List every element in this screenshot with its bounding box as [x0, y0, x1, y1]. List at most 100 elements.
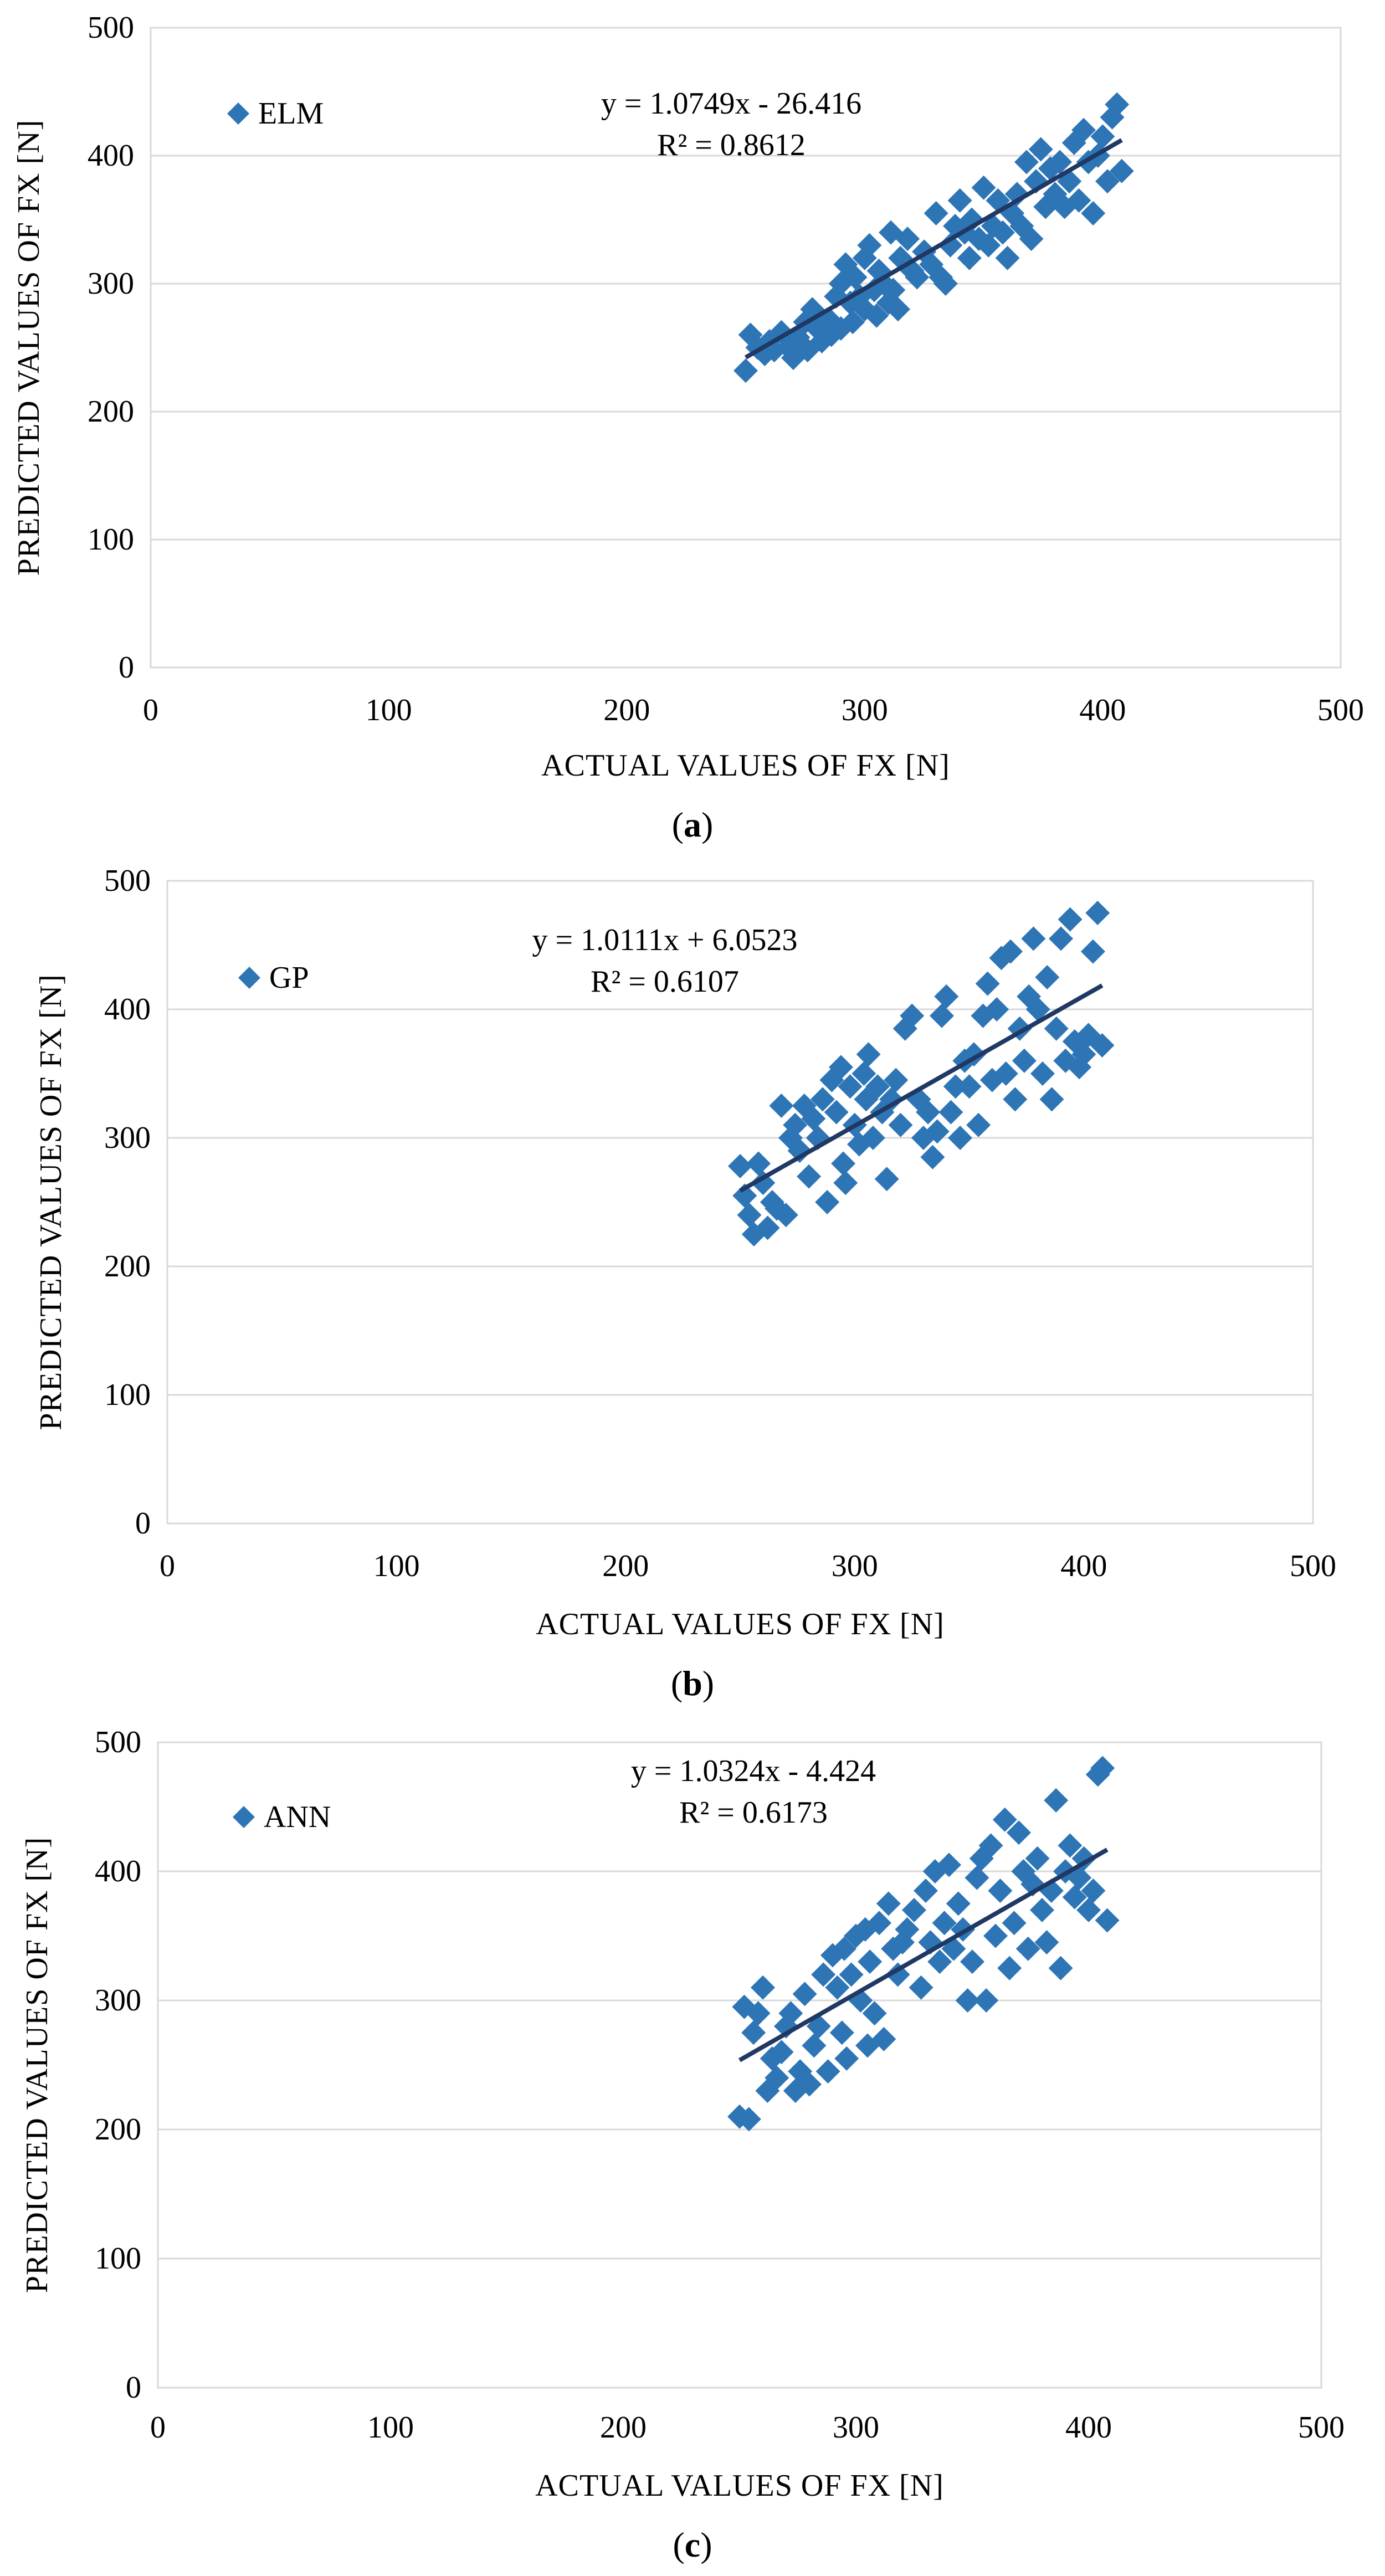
data-point: [834, 2046, 859, 2071]
data-point: [833, 1171, 858, 1195]
x-tick-label: 200: [600, 2410, 647, 2445]
x-tick-label: 400: [1060, 1549, 1107, 1583]
data-point: [1019, 227, 1044, 252]
data-point: [1085, 901, 1110, 925]
y-tick-label: 100: [88, 522, 134, 557]
data-point: [1020, 1872, 1045, 1897]
data-point: [932, 1911, 957, 1936]
trendline: [739, 983, 1104, 1193]
data-point: [969, 1846, 994, 1871]
data-point: [815, 1190, 840, 1214]
y-tick-label: 100: [104, 1378, 151, 1412]
data-point: [895, 227, 920, 252]
x-tick-label: 300: [842, 693, 888, 727]
data-point: [856, 1042, 881, 1067]
data-point: [974, 1988, 999, 2013]
data-point: [978, 1833, 1003, 1858]
legend-marker: [238, 967, 260, 989]
data-point: [732, 1183, 757, 1208]
scatter-chart-elm: 0 100 200 300 400 500 0 100 200 300 400 500 ACTUAL V…: [12, 11, 1364, 844]
data-point: [957, 245, 982, 270]
data-point: [769, 1094, 794, 1118]
data-point: [909, 1975, 933, 2000]
data-point: [1002, 1911, 1027, 1936]
data-point: [929, 1003, 954, 1028]
data-point: [1007, 1016, 1032, 1041]
data-point: [1048, 150, 1073, 175]
data-point: [1034, 1930, 1059, 1955]
data-point: [865, 1074, 890, 1099]
data-point: [851, 1061, 876, 1086]
data-point: [857, 233, 882, 258]
x-tick-label: 100: [373, 1549, 420, 1583]
data-point: [885, 297, 910, 322]
data-point: [888, 1112, 913, 1137]
y-tick-label: 300: [88, 266, 134, 301]
data-point: [1028, 137, 1053, 162]
legend-label: ANN: [264, 1800, 331, 1834]
r-squared-label: R² = 0.8612: [657, 128, 806, 162]
panel-caption: (a): [672, 805, 714, 844]
data-point: [828, 1055, 853, 1080]
data-point: [769, 2040, 794, 2065]
data-point: [736, 2107, 761, 2132]
data-point: [1039, 1878, 1064, 1903]
y-tick-label: 100: [95, 2241, 141, 2276]
data-point: [983, 1923, 1008, 1948]
data-point: [938, 233, 963, 258]
data-point: [755, 1215, 780, 1240]
data-point: [819, 1068, 844, 1092]
data-point: [811, 1962, 836, 1987]
y-tick-label: 300: [104, 1121, 151, 1155]
data-point: [998, 939, 1023, 964]
data-point: [867, 1911, 891, 1936]
scatter-chart-gp: 0 100 200 300 400 500 0 100 200 300 400 500 ACTUAL V…: [34, 864, 1336, 1703]
data-point: [990, 220, 1015, 245]
data-point: [1035, 965, 1060, 989]
data-point: [792, 1982, 817, 2007]
data-point: [1012, 1048, 1037, 1073]
data-point: [825, 1975, 850, 2000]
data-point: [728, 1154, 752, 1179]
y-tick-label: 0: [135, 1506, 151, 1541]
data-point: [838, 1074, 863, 1099]
y-tick-label: 400: [104, 992, 151, 1027]
data-point: [1062, 1885, 1087, 1910]
data-point: [885, 1962, 910, 1987]
x-tick-label: 200: [602, 1549, 649, 1583]
data-point: [1090, 1756, 1115, 1780]
data-point: [858, 1949, 883, 1974]
data-point: [839, 1962, 864, 1987]
data-point: [815, 2059, 840, 2084]
data-point: [976, 233, 1001, 258]
r-squared-label: R² = 0.6107: [591, 964, 739, 999]
data-point: [797, 2072, 822, 2097]
trendline: [738, 1848, 1109, 2062]
legend-label: GP: [269, 961, 309, 995]
regression-equation: y = 1.0111x + 6.0523: [532, 923, 797, 957]
data-point: [884, 1068, 909, 1092]
data-point: [864, 303, 889, 328]
data-point: [934, 984, 959, 1009]
data-point: [746, 1151, 771, 1176]
data-point: [938, 1100, 963, 1125]
data-point: [879, 1087, 904, 1112]
data-point: [948, 1126, 973, 1150]
x-tick-label: 100: [367, 2410, 414, 2445]
data-point: [862, 2001, 887, 2026]
data-point: [802, 2033, 827, 2058]
x-tick-label: 500: [1290, 1549, 1336, 1583]
data-point: [1048, 1956, 1073, 1980]
data-point: [992, 1807, 1017, 1832]
data-point: [787, 1138, 812, 1163]
data-point: [943, 1074, 968, 1099]
data-point: [876, 1891, 901, 1916]
x-tick-label: 400: [1079, 693, 1126, 727]
data-point: [960, 1949, 984, 1974]
data-point: [1081, 1878, 1106, 1903]
data-point: [783, 1112, 808, 1137]
data-point: [925, 1119, 950, 1144]
x-tick-label: 0: [150, 2410, 166, 2445]
data-point: [1044, 1016, 1069, 1041]
y-axis-title: PREDICTED VALUES OF FX [N]: [34, 974, 68, 1430]
